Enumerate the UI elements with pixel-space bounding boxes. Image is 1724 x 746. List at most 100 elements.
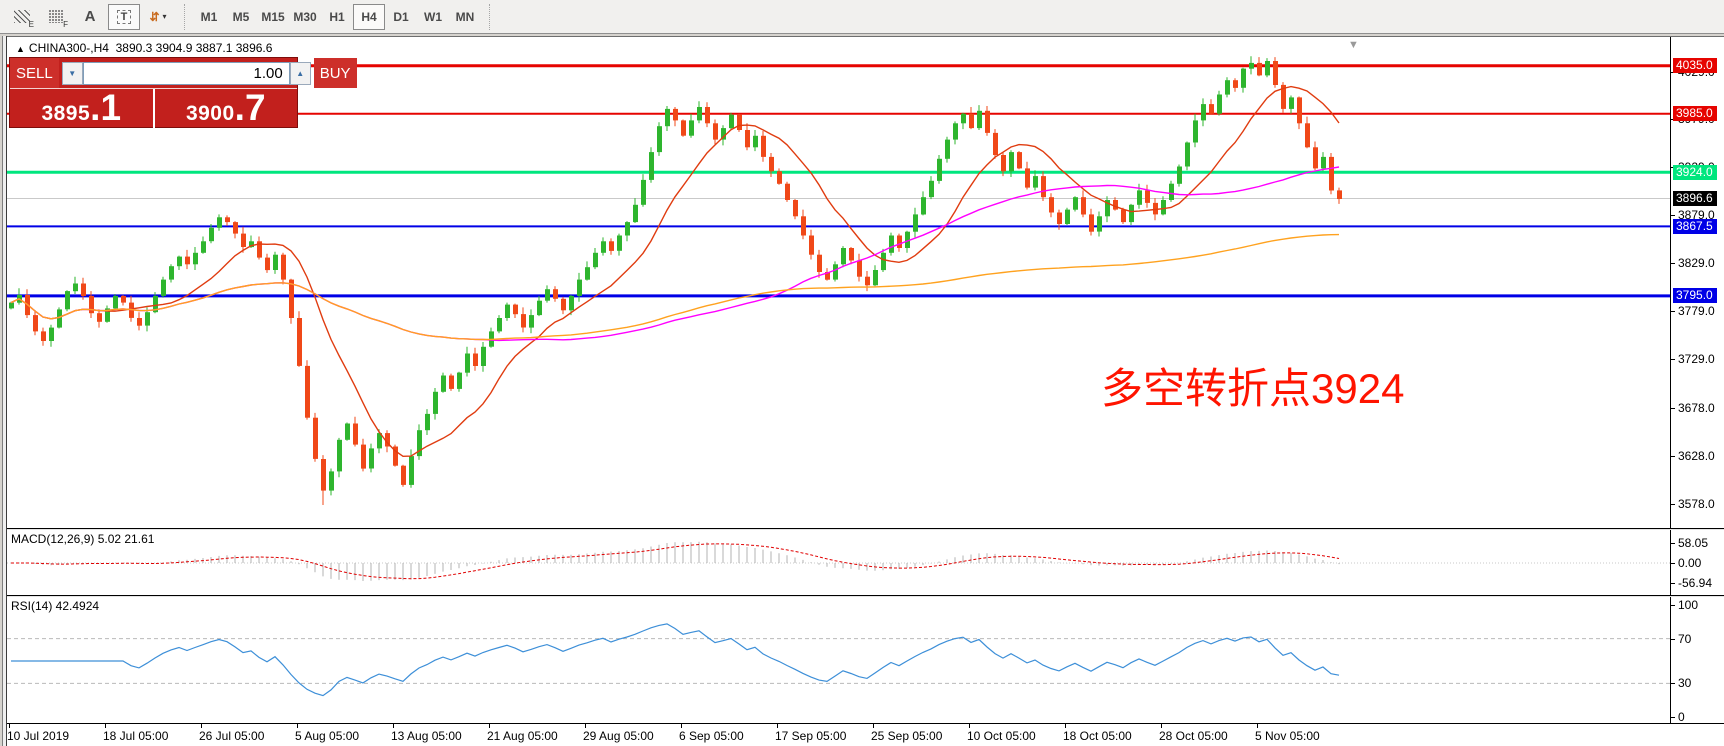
time-axis[interactable]: 10 Jul 2019 18 Jul 05:00 26 Jul 05:00 5 Aug…: [7, 724, 1724, 745]
main-chart-panel: 4029.03979.03929.03879.03829.03779.03729…: [7, 36, 1724, 529]
grid-f-icon[interactable]: F: [40, 4, 72, 30]
sort-arrows-icon[interactable]: ⇵ ▾: [149, 9, 167, 24]
timeframe-button-m5[interactable]: M5: [232, 9, 250, 24]
sell-button[interactable]: SELL: [10, 58, 59, 88]
axis-tick-mark: [1671, 563, 1675, 564]
axis-tick-mark: [1671, 504, 1675, 505]
timeframe-toolbar: M1 M5 M15 M30 H1 H4 D1 W1 MN: [193, 3, 481, 30]
time-tick-mark: [969, 724, 970, 728]
time-tick-mark: [873, 724, 874, 728]
time-tick-mark: [393, 724, 394, 728]
text-label-icon[interactable]: A: [84, 8, 96, 25]
time-tick-label: 6 Sep 05:00: [679, 729, 744, 743]
buy-price-main: 3900: [185, 102, 235, 125]
axis-tick-mark: [1671, 583, 1675, 584]
axis-tick-label: 3729.0: [1678, 352, 1715, 366]
price-axis[interactable]: 4029.03979.03929.03879.03829.03779.03729…: [1670, 37, 1724, 528]
axis-tick-label: 3578.0: [1678, 497, 1715, 511]
symbol-ohlc: 3890.3 3904.9 3887.1 3896.6: [115, 41, 273, 55]
time-tick-mark: [681, 724, 682, 728]
time-tick-mark: [105, 724, 106, 728]
macd-label: MACD(12,26,9) 5.02 21.61: [11, 532, 155, 546]
axis-tick-label: 3779.0: [1678, 304, 1715, 318]
volume-increase-button[interactable]: ▲: [289, 61, 311, 85]
time-tick-label: 21 Aug 05:00: [487, 729, 558, 743]
timeframe-button-mn[interactable]: MN: [455, 9, 475, 24]
time-tick-mark: [1065, 724, 1066, 728]
macd-chart-svg[interactable]: [7, 530, 1670, 595]
timeframe-button-d1[interactable]: D1: [393, 9, 409, 24]
timeframe-button-m1[interactable]: M1: [200, 9, 218, 24]
time-tick-mark: [585, 724, 586, 728]
time-tick-label: 5 Nov 05:00: [1255, 729, 1320, 743]
timeframe-button-m15[interactable]: M15: [261, 9, 285, 24]
axis-tick-label: 70: [1678, 632, 1692, 646]
axis-tick-mark: [1671, 605, 1675, 606]
time-tick-label: 10 Oct 05:00: [967, 729, 1036, 743]
rsi-panel: 100 70 30 0 RSI(14) 42.4924: [7, 597, 1724, 724]
axis-tick-mark: [1671, 717, 1675, 718]
volume-stepper: ▼ ▲: [61, 61, 311, 85]
axis-tick-mark: [1671, 311, 1675, 312]
collapse-triangle-icon[interactable]: ▲: [16, 44, 25, 54]
time-tick-mark: [201, 724, 202, 728]
rsi-chart-svg[interactable]: [7, 597, 1670, 723]
timeframe-button-h1[interactable]: H1: [329, 9, 345, 24]
axis-tick-label: 100: [1678, 598, 1699, 612]
price-level-badge: 3795.0: [1673, 288, 1717, 303]
price-level-badge: 3985.0: [1673, 106, 1717, 121]
price-level-badge: 3867.5: [1673, 219, 1717, 234]
buy-button[interactable]: BUY: [313, 58, 357, 88]
price-level-badge: 4035.0: [1673, 58, 1717, 73]
current-price-badge: 3896.6: [1673, 191, 1717, 206]
rsi-axis[interactable]: 100 70 30 0: [1670, 597, 1724, 724]
buy-price-frac: .7: [234, 87, 266, 128]
volume-decrease-button[interactable]: ▼: [61, 61, 83, 85]
axis-tick-label: -56.94: [1678, 576, 1713, 590]
axis-tick-mark: [1671, 408, 1675, 409]
symbol-name: CHINA300-,H4: [28, 41, 109, 55]
price-level-badge: 3924.0: [1673, 165, 1717, 180]
time-tick-label: 10 Jul 2019: [7, 729, 70, 743]
volume-input[interactable]: [82, 61, 290, 85]
textbox-t-icon[interactable]: T: [108, 3, 140, 30]
time-tick-mark: [777, 724, 778, 728]
macd-panel: 58.05 0.00 -56.94 MACD(12,26,9) 5.02 21.61: [7, 530, 1724, 596]
time-tick-label: 13 Aug 05:00: [391, 729, 462, 743]
scroll-to-end-icon: ▼: [1348, 39, 1359, 51]
time-tick-label: 25 Sep 05:00: [871, 729, 943, 743]
timeframe-button-w1[interactable]: W1: [424, 9, 442, 24]
axis-tick-label: 0: [1678, 710, 1685, 724]
sell-price-frac: .1: [90, 87, 122, 128]
macd-axis[interactable]: 58.05 0.00 -56.94: [1670, 530, 1724, 595]
buy-price[interactable]: 3900 .7: [152, 87, 298, 128]
axis-tick-label: 30: [1678, 676, 1692, 690]
timeframe-button-h4[interactable]: H4: [353, 3, 385, 30]
axis-tick-label: 3678.0: [1678, 401, 1715, 415]
timeframe-button-m30[interactable]: M30: [293, 9, 317, 24]
rsi-label: RSI(14) 42.4924: [11, 599, 100, 613]
axis-tick-mark: [1671, 215, 1675, 216]
annotation-text: 多空转折点3924: [1101, 365, 1405, 412]
axis-tick-label: 0.00: [1678, 556, 1702, 570]
time-tick-mark: [489, 724, 490, 728]
time-tick-mark: [1257, 724, 1258, 728]
sell-price-main: 3895: [41, 102, 91, 125]
panel-splitter[interactable]: [7, 529, 1724, 530]
symbol-header: ▲ CHINA300-,H4 3890.3 3904.9 3887.1 3896.…: [16, 41, 272, 55]
axis-tick-mark: [1671, 683, 1675, 684]
time-tick-label: 28 Oct 05:00: [1159, 729, 1228, 743]
sell-price[interactable]: 3895 .1: [10, 89, 153, 128]
axis-tick-mark: [1671, 456, 1675, 457]
toolbar-separator: [184, 3, 185, 30]
time-tick-mark: [9, 724, 10, 728]
pattern-e-icon[interactable]: E: [6, 4, 38, 30]
toolbar-separator: [489, 3, 490, 30]
axis-tick-label: 3628.0: [1678, 449, 1715, 463]
time-tick-mark: [1161, 724, 1162, 728]
axis-tick-mark: [1671, 543, 1675, 544]
axis-tick-label: 3829.0: [1678, 256, 1715, 270]
panel-splitter[interactable]: [7, 596, 1724, 597]
time-tick-label: 5 Aug 05:00: [295, 729, 360, 743]
icon-button-group: E F A T ⇵ ▾: [6, 3, 176, 30]
